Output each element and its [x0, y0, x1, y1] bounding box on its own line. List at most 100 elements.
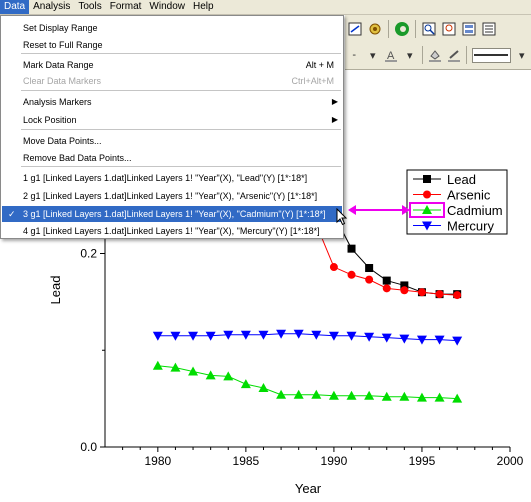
x-tick-label: 1990	[321, 454, 348, 468]
layer-icon[interactable]	[480, 20, 498, 38]
data-point	[223, 330, 234, 340]
data-point	[452, 393, 463, 403]
fill-color-icon[interactable]	[427, 46, 444, 64]
set-display-icon[interactable]	[346, 20, 364, 38]
toolbar-separator	[465, 46, 467, 64]
check-icon: ✓	[8, 209, 16, 219]
menu-item-5[interactable]: Lock Position ▶	[2, 112, 342, 128]
data-point	[399, 334, 410, 344]
menu-separator	[21, 90, 341, 91]
menu-item-0[interactable]: Set Display Range	[2, 20, 342, 36]
zoom-fit-icon[interactable]	[440, 20, 458, 38]
data-point	[328, 390, 339, 400]
data-point	[240, 379, 251, 389]
menu-item-6[interactable]: Move Data Points...	[2, 133, 342, 149]
data-point	[170, 331, 181, 341]
chevron-down-icon[interactable]: ▾	[519, 49, 525, 62]
legend-label-lead: Lead	[447, 172, 476, 187]
data-point	[188, 366, 199, 376]
menu-item-label: 1 g1 [Linked Layers 1.dat]Linked Layers …	[23, 173, 308, 183]
menu-format[interactable]: Format	[109, 1, 142, 12]
menu-item-3[interactable]: Clear Data Markers Ctrl+Alt+M	[2, 73, 342, 89]
menu-item-label: Remove Bad Data Points...	[23, 153, 132, 163]
menu-item-8[interactable]: 1 g1 [Linked Layers 1.dat]Linked Layers …	[2, 170, 342, 186]
menu-item-shortcut: Ctrl+Alt+M	[291, 76, 334, 86]
menu-item-shortcut: Alt + M	[305, 60, 334, 70]
menu-tools[interactable]: Tools	[78, 1, 102, 12]
arrow-head-left	[348, 205, 356, 215]
menu-data[interactable]: Data	[0, 0, 30, 14]
menu-help[interactable]: Help	[192, 1, 214, 12]
x-axis-label: Year	[295, 481, 322, 496]
data-point	[223, 371, 234, 381]
menu-analysis[interactable]: Analysis	[33, 1, 71, 12]
data-point	[416, 335, 427, 345]
legend-marker	[423, 190, 431, 199]
data-point	[382, 276, 391, 285]
data-point	[399, 391, 410, 401]
menu-item-11[interactable]: 4 g1 [Linked Layers 1.dat]Linked Layers …	[2, 223, 342, 239]
chevron-down-icon[interactable]: ▾	[369, 49, 376, 62]
legend-marker	[422, 221, 432, 231]
y-tick-label: 0.2	[80, 247, 97, 261]
svg-text:A: A	[387, 50, 395, 62]
data-point	[416, 392, 427, 402]
data-point	[381, 333, 392, 343]
data-point	[311, 330, 322, 340]
data-point	[453, 291, 462, 300]
data-point	[276, 329, 287, 339]
data-point	[293, 389, 304, 399]
data-menu-dropdown: Set Display Range Reset to Full Range Mark…	[0, 15, 344, 239]
menu-item-label: Analysis Markers	[23, 97, 92, 107]
data-point	[276, 389, 287, 399]
data-point	[400, 286, 409, 295]
series-line	[157, 333, 458, 342]
menu-separator	[21, 166, 341, 167]
x-tick-label: 2000	[497, 454, 524, 468]
zoom-region-icon[interactable]	[460, 20, 478, 38]
data-point	[365, 264, 374, 273]
menu-separator	[21, 53, 341, 54]
color-circle-icon[interactable]	[393, 20, 411, 38]
data-point	[417, 288, 426, 297]
data-point	[434, 392, 445, 402]
menu-item-9[interactable]: 2 g1 [Linked Layers 1.dat]Linked Layers …	[2, 188, 342, 204]
data-point	[434, 335, 445, 345]
toolbar-separator	[422, 46, 423, 64]
zoom-icon[interactable]	[420, 20, 438, 38]
move-icon[interactable]	[366, 20, 384, 38]
legend-label-cadmium: Cadmium	[447, 203, 503, 218]
data-point	[365, 275, 374, 284]
menu-item-label: 3 g1 [Linked Layers 1.dat]Linked Layers …	[23, 209, 326, 219]
data-point	[188, 331, 199, 341]
data-point	[435, 290, 444, 299]
dash-label: -	[352, 49, 357, 61]
menu-item-label: 2 g1 [Linked Layers 1.dat]Linked Layers …	[23, 191, 318, 201]
data-point	[258, 382, 269, 392]
chevron-down-icon[interactable]: ▾	[406, 49, 413, 62]
toolbar-separator	[388, 20, 389, 38]
data-point	[152, 360, 163, 370]
x-tick-label: 1985	[233, 454, 260, 468]
data-point	[364, 390, 375, 400]
data-point	[328, 331, 339, 341]
line-color-icon[interactable]	[445, 46, 462, 64]
line-style-icon[interactable]	[471, 47, 511, 63]
data-point	[346, 390, 357, 400]
menu-item-10[interactable]: ✓ 3 g1 [Linked Layers 1.dat]Linked Layers…	[2, 206, 342, 222]
menu-item-2[interactable]: Mark Data Range Alt + M	[2, 57, 342, 73]
font-color-icon[interactable]: A	[383, 46, 400, 64]
menu-item-label: 4 g1 [Linked Layers 1.dat]Linked Layers …	[23, 226, 320, 236]
menu-item-4[interactable]: Analysis Markers ▶	[2, 94, 342, 110]
data-point	[364, 332, 375, 342]
menu-item-1[interactable]: Reset to Full Range	[2, 37, 342, 53]
x-tick-label: 1995	[409, 454, 436, 468]
x-tick-label: 1980	[144, 454, 171, 468]
data-point	[240, 330, 251, 340]
menu-item-7[interactable]: Remove Bad Data Points...	[2, 150, 342, 166]
menu-window[interactable]: Window	[149, 1, 185, 12]
menu-item-label: Lock Position	[23, 115, 77, 125]
series-mercury	[152, 329, 463, 346]
